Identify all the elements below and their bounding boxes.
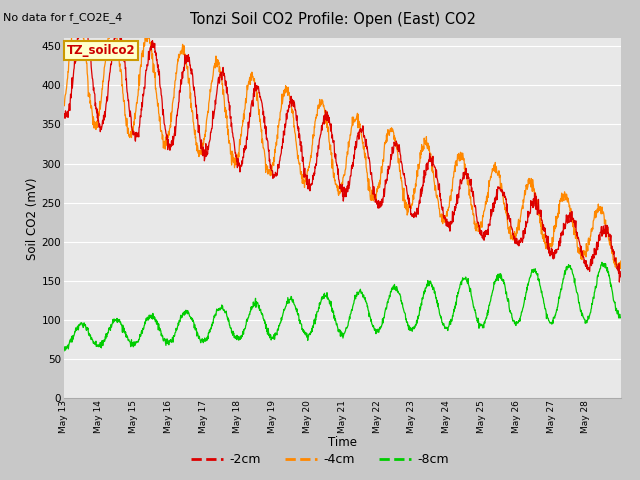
- X-axis label: Time: Time: [328, 435, 357, 449]
- Text: No data for f_CO2E_4: No data for f_CO2E_4: [3, 12, 122, 23]
- Legend: -2cm, -4cm, -8cm: -2cm, -4cm, -8cm: [186, 448, 454, 471]
- Text: Tonzi Soil CO2 Profile: Open (East) CO2: Tonzi Soil CO2 Profile: Open (East) CO2: [190, 12, 476, 27]
- Y-axis label: Soil CO2 (mV): Soil CO2 (mV): [26, 177, 38, 260]
- Text: TZ_soilco2: TZ_soilco2: [67, 44, 136, 57]
